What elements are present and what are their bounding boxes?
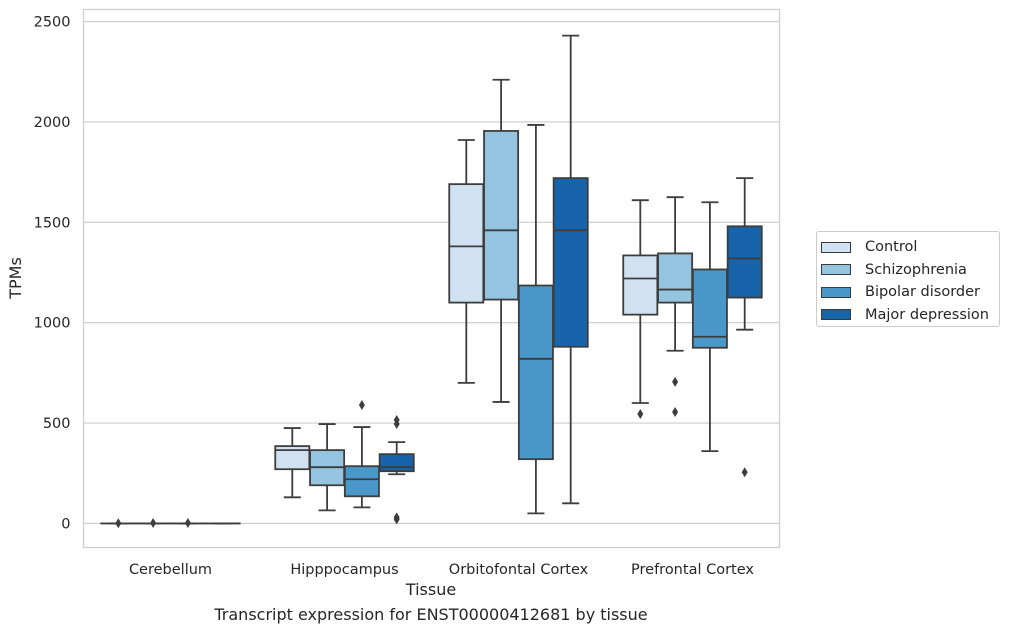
box-0-1 bbox=[135, 518, 172, 529]
box-2-0 bbox=[448, 139, 485, 384]
box-iqr bbox=[552, 177, 589, 348]
y-axis-label: TPMs bbox=[6, 257, 25, 300]
box-0-0 bbox=[100, 518, 137, 529]
legend-item: Major depression bbox=[821, 304, 999, 327]
box-0-2 bbox=[169, 518, 206, 529]
x-tick-label: Cerebellum bbox=[129, 562, 212, 578]
legend-label: Schizophrenia bbox=[865, 261, 967, 278]
legend-item: Bipolar disorder bbox=[821, 281, 999, 304]
outlier-marker bbox=[741, 467, 748, 478]
box-1-0 bbox=[274, 427, 311, 499]
chart-caption: Transcript expression for ENST0000041268… bbox=[214, 605, 648, 624]
box-groups bbox=[100, 34, 763, 529]
box-1-1 bbox=[309, 423, 346, 512]
box-2-3 bbox=[552, 34, 589, 505]
box-1-2 bbox=[343, 399, 380, 509]
box-iqr bbox=[483, 130, 520, 301]
outlier-marker bbox=[672, 376, 679, 387]
x-axis-label: Tissue bbox=[405, 580, 456, 599]
box-1-3 bbox=[378, 415, 415, 525]
y-tick-label: 2000 bbox=[34, 115, 71, 131]
box-iqr bbox=[378, 453, 415, 473]
outlier-marker bbox=[184, 518, 191, 529]
box-iqr bbox=[691, 268, 728, 349]
legend-label: Control bbox=[865, 239, 918, 256]
outlier-marker bbox=[115, 518, 122, 529]
legend-swatch bbox=[821, 309, 851, 321]
box-2-2 bbox=[517, 124, 554, 515]
legend-item: Schizophrenia bbox=[821, 259, 999, 282]
legend-label: Bipolar disorder bbox=[865, 284, 980, 301]
box-iqr bbox=[343, 465, 380, 498]
outlier-marker bbox=[672, 406, 679, 417]
y-tick-label: 2500 bbox=[34, 15, 71, 31]
x-tick-labels: Cerebellum Hipppocampus Orbitofontal Corte… bbox=[129, 562, 754, 578]
y-tick-label: 500 bbox=[43, 416, 71, 432]
x-tick-label: Hipppocampus bbox=[290, 562, 398, 578]
legend-label: Major depression bbox=[865, 306, 989, 323]
box-3-0 bbox=[622, 199, 659, 420]
box-3-1 bbox=[657, 196, 694, 417]
legend: Control Schizophrenia Bipolar disorder Majo… bbox=[816, 231, 1000, 327]
outlier-marker bbox=[637, 409, 644, 420]
box-3-3 bbox=[726, 177, 763, 478]
box-iqr bbox=[517, 284, 554, 461]
x-tick-label: Prefrontal Cortex bbox=[631, 562, 754, 578]
box-iqr bbox=[622, 254, 659, 316]
outlier-marker bbox=[358, 399, 365, 410]
y-tick-label: 1000 bbox=[34, 316, 71, 332]
outlier-marker bbox=[150, 518, 157, 529]
box-2-1 bbox=[483, 78, 520, 403]
legend-item: Control bbox=[821, 236, 999, 259]
box-iqr bbox=[657, 252, 694, 304]
box-iqr bbox=[448, 183, 485, 304]
box-iqr bbox=[726, 225, 763, 299]
y-tick-labels: 0 500 1000 1500 2000 2500 bbox=[34, 15, 71, 533]
x-tick-label: Orbitofontal Cortex bbox=[449, 562, 589, 578]
plot-frame bbox=[82, 8, 781, 549]
box-3-2 bbox=[691, 201, 728, 453]
legend-swatch bbox=[821, 286, 851, 298]
legend-swatch bbox=[821, 264, 851, 276]
y-tick-label: 1500 bbox=[34, 215, 71, 231]
outlier-marker bbox=[393, 419, 400, 430]
y-tick-label: 0 bbox=[61, 516, 70, 532]
outlier-marker bbox=[393, 514, 400, 525]
gridlines bbox=[83, 20, 780, 524]
legend-swatch bbox=[821, 241, 851, 253]
